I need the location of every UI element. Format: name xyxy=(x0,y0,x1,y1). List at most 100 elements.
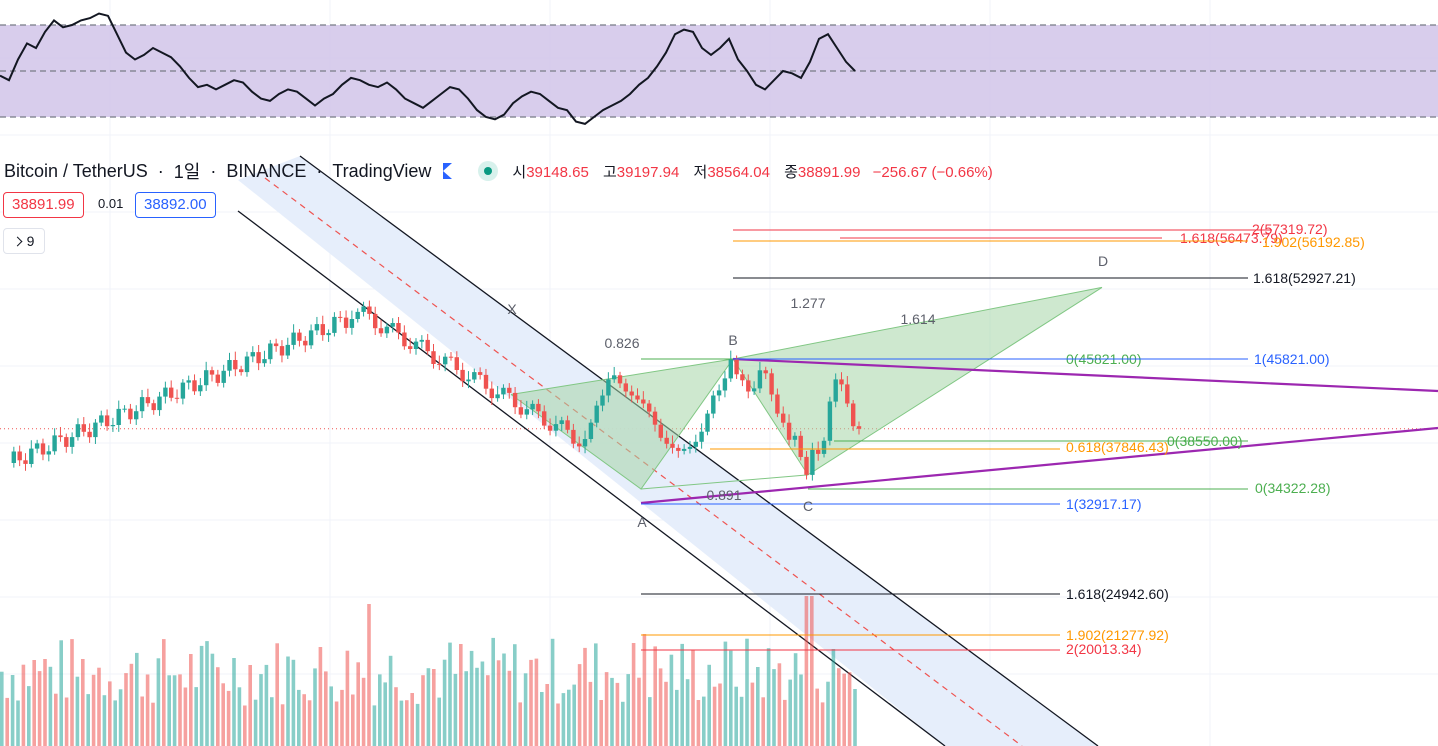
volume-bar xyxy=(0,671,4,746)
channel-lower-line xyxy=(237,210,946,746)
volume-bar xyxy=(64,697,69,746)
data-source: TradingView xyxy=(332,160,432,181)
sell-price-button[interactable]: 38891.99 xyxy=(3,192,84,218)
point-label-d: D xyxy=(1098,253,1108,269)
high-value: 39197.94 xyxy=(616,163,680,181)
volume-bar xyxy=(675,689,679,746)
candle-body xyxy=(798,435,803,457)
candle-body xyxy=(676,447,681,451)
channel-upper-line xyxy=(299,155,1099,746)
interval[interactable]: 1일 xyxy=(173,162,201,182)
exchange: BINANCE xyxy=(226,160,307,181)
candle-body xyxy=(536,403,541,412)
candle-body xyxy=(792,435,798,440)
candle-body xyxy=(623,383,628,392)
candle-body xyxy=(734,359,739,375)
volume-bar xyxy=(216,667,220,746)
fib-label: 2(20013.34) xyxy=(1066,641,1142,657)
candle-body xyxy=(320,324,325,336)
candle-body xyxy=(670,443,675,448)
volume-bar xyxy=(502,653,506,746)
candle-body xyxy=(588,422,594,439)
volume-bar xyxy=(129,663,134,746)
candle-body xyxy=(460,369,465,382)
volume-bar xyxy=(410,693,414,746)
candle-body xyxy=(612,375,617,380)
ohlc-values: 시39148.65 고39197.94 저38564.04 종38891.99 … xyxy=(512,161,992,182)
volume-bar xyxy=(680,643,684,746)
low-label: 저 xyxy=(693,163,708,181)
candle-body xyxy=(279,346,285,356)
fib-label: 1(45821.00) xyxy=(1254,351,1330,367)
candle-body xyxy=(716,390,722,396)
volume-bar xyxy=(610,677,614,746)
volume-bar xyxy=(356,662,360,746)
volume-bar xyxy=(669,654,674,746)
harmonic-triangle-bcd xyxy=(733,287,1102,475)
candle-body xyxy=(547,425,553,431)
volume-bar xyxy=(594,643,598,746)
volume-bar xyxy=(264,664,269,746)
candle-body xyxy=(52,435,57,452)
point-label-a: A xyxy=(637,514,647,530)
chevron-icon xyxy=(12,236,23,246)
candle-body xyxy=(635,395,640,400)
buy-price-button[interactable]: 38892.00 xyxy=(135,192,216,218)
volume-bar xyxy=(529,659,533,746)
symbol-name[interactable]: Bitcoin / TetherUS xyxy=(4,160,148,181)
candle-body xyxy=(308,330,314,346)
flag-icon[interactable] xyxy=(443,163,453,179)
candle-body xyxy=(285,344,290,356)
volume-bar xyxy=(486,675,490,746)
candle-body xyxy=(757,370,763,389)
candle-body xyxy=(448,356,454,358)
fib-label: 1.618(52927.21) xyxy=(1253,270,1356,286)
volume-bar xyxy=(421,675,425,746)
candle-body xyxy=(262,359,267,364)
market-status-icon[interactable] xyxy=(478,161,499,181)
candle-body xyxy=(408,346,413,349)
volume-bar xyxy=(297,689,301,746)
candle-body xyxy=(518,407,524,415)
candlesticks xyxy=(11,300,862,481)
candle-body xyxy=(431,351,436,364)
volume-bar xyxy=(405,700,409,746)
volume-bar xyxy=(37,671,42,746)
volume-bar xyxy=(10,675,15,746)
candle-body xyxy=(512,392,518,408)
volume-bar xyxy=(16,700,20,746)
candle-body xyxy=(606,379,611,396)
candle-body xyxy=(559,420,564,424)
volume-bar xyxy=(102,695,107,746)
volume-bar xyxy=(243,705,247,746)
candle-body xyxy=(209,370,215,375)
volume-bar xyxy=(226,690,231,746)
candle-body xyxy=(291,332,296,345)
candle-body xyxy=(34,443,40,449)
volume-bar xyxy=(523,673,528,746)
volume-bar xyxy=(334,701,339,746)
candle-body xyxy=(489,388,494,399)
indicators-toggle-button[interactable]: 9 xyxy=(3,228,45,254)
volume-bar xyxy=(253,699,258,746)
candle-body xyxy=(384,326,390,334)
volume-bar xyxy=(631,643,636,746)
candle-body xyxy=(17,451,22,461)
high-label: 고 xyxy=(602,163,617,181)
volume-bar xyxy=(275,643,279,746)
volume-bar xyxy=(561,693,566,746)
candle-body xyxy=(134,411,139,420)
volume-bar xyxy=(723,641,728,746)
volume-bar xyxy=(437,697,441,746)
volume-bar xyxy=(545,684,549,746)
candle-body xyxy=(804,456,809,475)
volume-bar xyxy=(367,604,371,746)
candle-body xyxy=(99,415,104,423)
dot-separator: · xyxy=(157,160,164,181)
candle-body xyxy=(11,451,16,463)
candle-body xyxy=(221,370,226,383)
fib-label: 1.618(56473.79) xyxy=(1180,230,1283,246)
volume-bar xyxy=(75,676,80,746)
volume-bar xyxy=(286,656,290,746)
